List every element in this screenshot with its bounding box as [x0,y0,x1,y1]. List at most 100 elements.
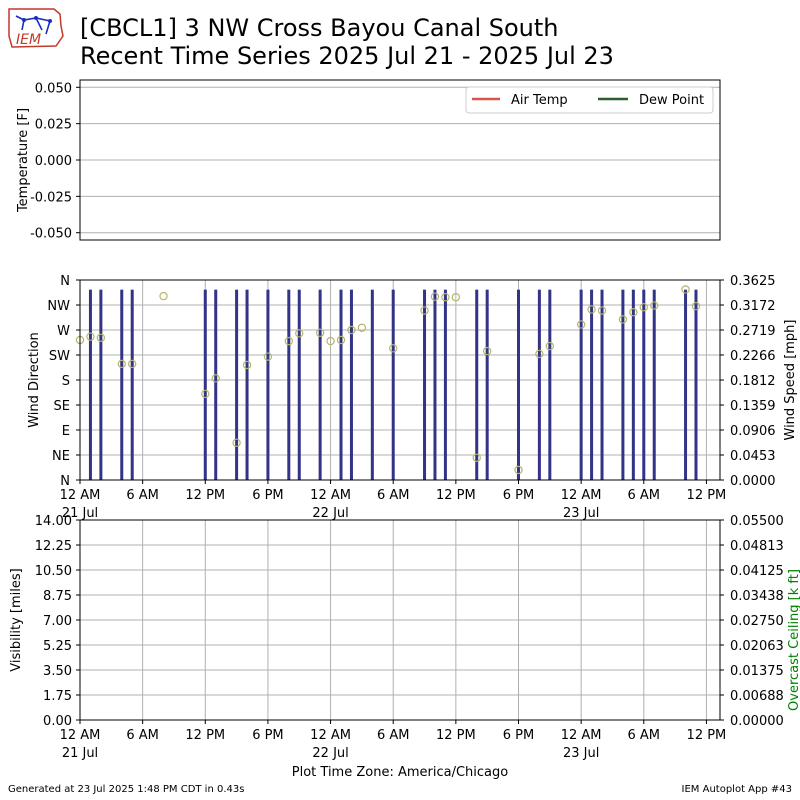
wind-direction-point [472,453,481,462]
wind-direction-point [336,335,346,345]
wind-direction-axis-label: Wind Direction [27,332,42,428]
wind-time-tick-label: 12 PM [436,488,476,503]
vis-time-tick-label: 12 PM [185,728,225,743]
wind-speed-bar [694,289,698,480]
wind-direction-tick-label: E [62,424,70,439]
vis-date-label: 23 Jul [563,746,599,761]
wind-direction-point [117,359,126,369]
logo-text: IEM [16,32,41,48]
page-title: [CBCL1] 3 NW Cross Bayou Canal South Rec… [80,14,614,70]
wind-speed-bar [600,289,604,480]
wind-speed-tick-label: 0.0000 [730,474,776,489]
wind-speed-bar [652,289,656,480]
vis-date-label: 22 Jul [312,746,348,761]
wind-speed-bar [516,289,520,480]
ceiling-tick-label: 0.03438 [730,589,784,604]
vis-time-tick-label: 12 PM [687,728,727,743]
wind-direction-tick-label: NE [52,449,70,464]
wind-speed-bar [203,289,207,480]
vis-time-tick-label: 12 AM [60,728,101,743]
wind-speed-bar [485,289,489,480]
wind-direction-point [347,325,356,335]
wind-direction-point [357,323,367,332]
vis-time-tick-label: 6 AM [126,728,159,743]
wind-speed-bar [579,289,583,480]
wind-direction-point [263,352,273,361]
wind-direction-point [545,341,555,351]
wind-direction-point [576,320,586,329]
iem-logo: IEM [6,6,66,54]
wind-direction-point [482,346,492,356]
vis-time-tick-label: 12 AM [561,728,602,743]
wind-direction-point [629,308,638,317]
wind-speed-tick-label: 0.1812 [730,374,776,389]
wind-direction-point [86,332,95,341]
wind-direction-tick-label: SW [49,349,70,364]
visibility-tick-label: 10.50 [35,564,72,579]
wind-speed-bar [537,289,541,480]
visibility-tick-label: 1.75 [43,689,72,704]
wind-direction-point [201,389,210,399]
wind-speed-bar [590,289,594,480]
visibility-tick-label: 8.75 [43,589,72,604]
vis-date-label: 21 Jul [62,746,98,761]
wind-speed-bar [443,289,447,480]
legend-box [465,86,714,114]
temp-ytick-label: 0.050 [35,81,72,96]
wind-speed-tick-label: 0.3172 [730,299,776,314]
wind-direction-point [681,285,690,294]
wind-direction-point [232,438,241,447]
temp-ytick-label: 0.025 [35,118,72,133]
wind-speed-bar [433,289,437,480]
wind-direction-point [587,305,596,314]
wind-time-tick-label: 12 PM [687,488,727,503]
wind-speed-bar [391,289,395,480]
wind-direction-tick-label: SE [54,399,70,414]
wind-speed-bar [297,289,301,480]
wind-speed-bar [548,289,552,480]
generated-note: Generated at 23 Jul 2025 1:48 PM CDT in … [8,784,245,795]
wind-speed-bar [475,289,479,480]
wind-direction-point [128,359,137,369]
wind-speed-bar [266,289,270,480]
wind-direction-point [650,301,659,310]
ceiling-tick-label: 0.02750 [730,614,784,629]
wind-direction-point [691,301,701,311]
wind-speed-tick-label: 0.0906 [730,424,776,439]
wind-speed-bar [621,289,625,480]
wind-direction-tick-label: W [57,324,70,339]
temp-ytick-label: -0.025 [30,190,72,205]
vis-time-tick-label: 6 PM [503,728,534,743]
vis-time-tick-label: 12 PM [436,728,476,743]
wind-direction-point [430,292,440,301]
wind-time-tick-label: 6 PM [503,488,534,503]
wind-speed-bar [318,289,322,480]
wind-direction-point [211,374,220,383]
visibility-panel-frame [79,519,721,721]
wind-speed-bar [130,289,134,480]
app-label: IEM Autoplot App #43 [681,784,792,795]
wind-speed-bar [99,289,103,480]
wind-speed-bar [370,289,374,480]
wind-speed-bar [245,289,249,480]
wind-direction-point [295,329,304,338]
temp-ytick-label: 0.000 [35,154,72,169]
wind-time-tick-label: 6 AM [126,488,159,503]
ceiling-axis-label: Overcast Ceiling [k ft] [787,569,800,711]
wind-time-tick-label: 12 PM [185,488,225,503]
wind-date-label: 22 Jul [312,506,348,521]
ceiling-tick-label: 0.02063 [730,639,784,654]
visibility-tick-label: 3.50 [43,664,72,679]
wind-time-tick-label: 12 AM [60,488,101,503]
wind-direction-point [159,291,168,301]
wind-direction-point [618,315,628,324]
visibility-tick-label: 0.00 [43,714,72,729]
legend-air-temp-label: Air Temp [511,93,568,108]
wind-speed-bar [235,289,239,480]
wind-speed-axis-label: Wind Speed [mph] [783,320,798,441]
ceiling-tick-label: 0.01375 [730,664,784,679]
ceiling-tick-label: 0.00688 [730,689,784,704]
wind-speed-bar [642,289,646,480]
wind-time-tick-label: 6 PM [252,488,283,503]
